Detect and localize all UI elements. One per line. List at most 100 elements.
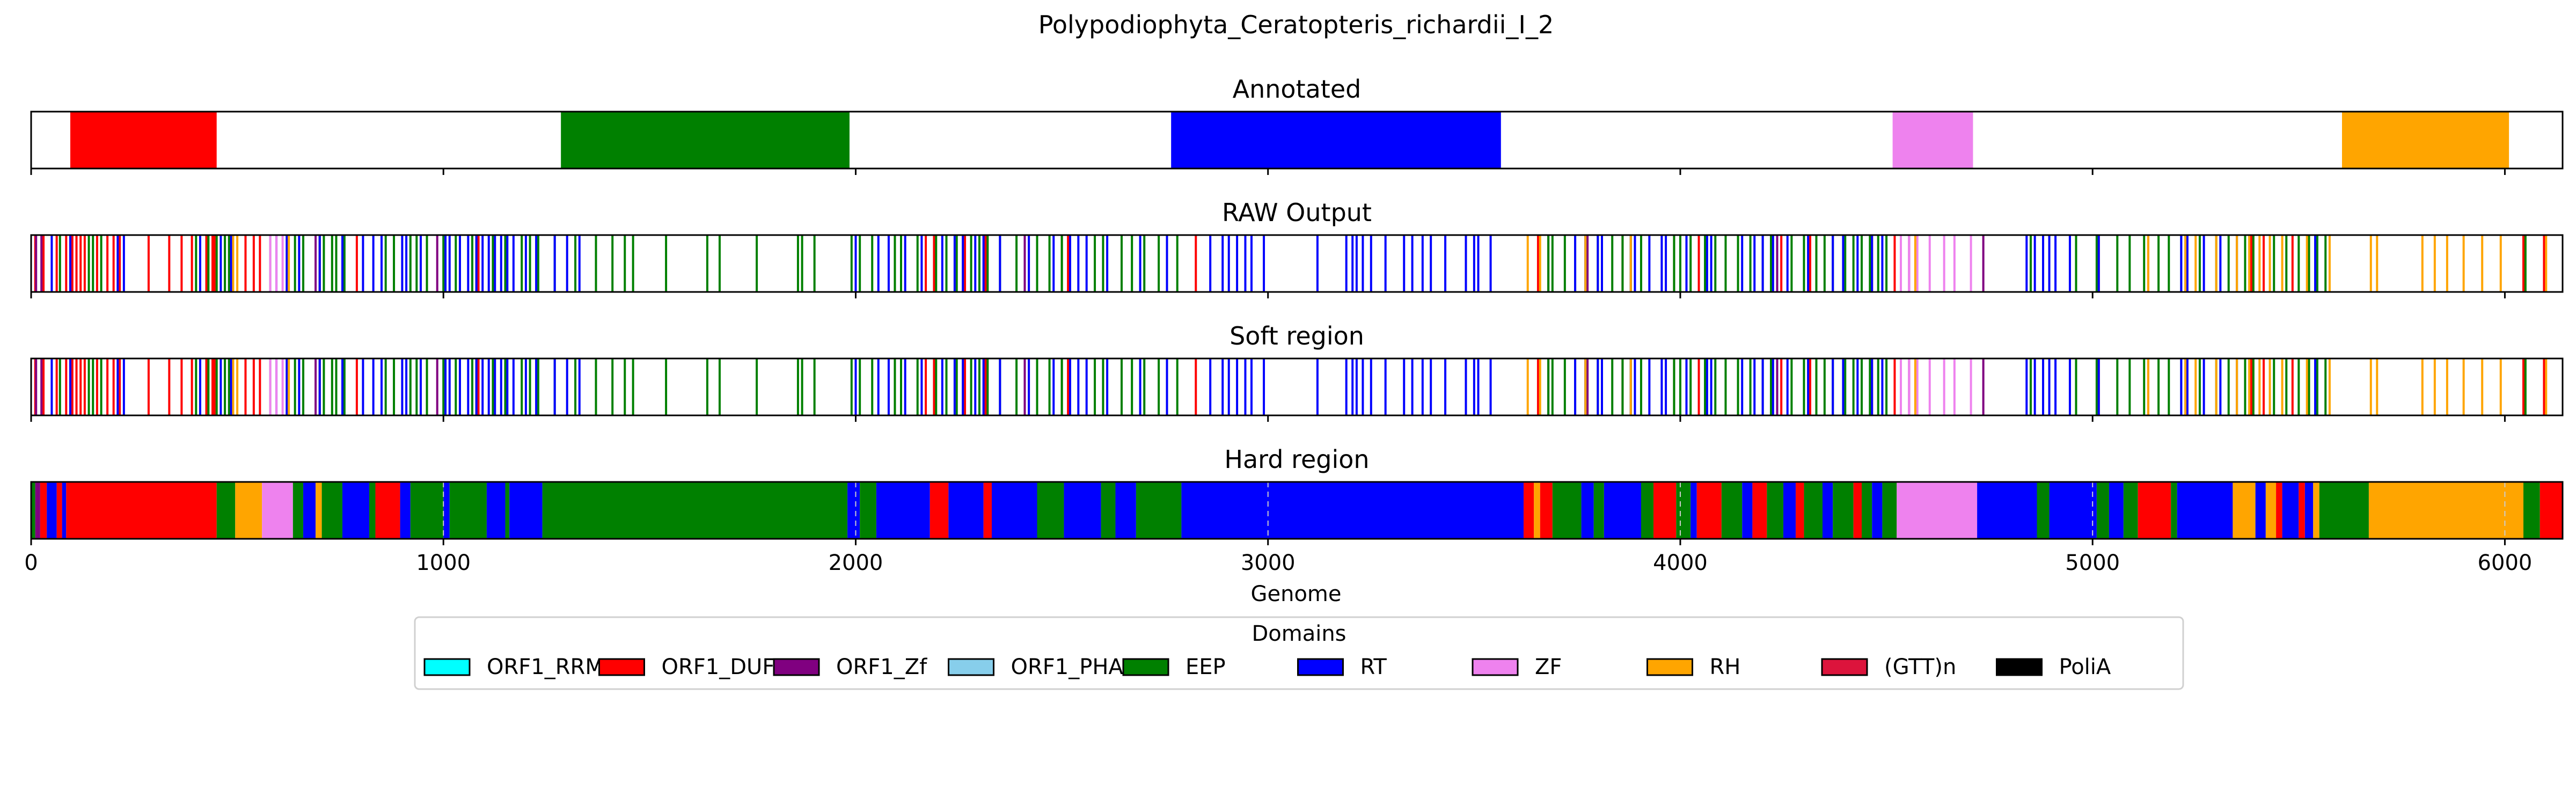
x-tick-label: 3000 — [1241, 551, 1296, 575]
legend-label: ORF1_PHA — [1011, 655, 1124, 679]
segment-RT — [486, 482, 506, 539]
segment-RT — [1783, 482, 1796, 539]
segment-EEP — [1767, 482, 1784, 539]
segment-EEP — [449, 482, 487, 539]
segment-ORF1_DUF — [2138, 482, 2171, 539]
segment-ORF1_DUF — [1653, 482, 1677, 539]
segment-ORF1_DUF — [2276, 482, 2282, 539]
legend-entry: RT — [1297, 655, 1387, 679]
x-tick-label: 0 — [24, 551, 38, 575]
segment-RT — [1823, 482, 1833, 539]
segment-ORF1_DUF — [40, 482, 47, 539]
segment-RH — [1534, 482, 1540, 539]
segment-RT — [509, 482, 543, 539]
segment-RT — [2282, 482, 2299, 539]
segment-ORF1_DUF — [1853, 482, 1862, 539]
legend-swatch — [1472, 658, 1519, 676]
segment-EEP — [292, 482, 304, 539]
x-axis: 0 1000 2000 3000 4000 5000 6000 — [24, 551, 2532, 575]
legend-swatch — [948, 658, 994, 676]
segment-RT — [2255, 482, 2266, 539]
segment-EEP — [1861, 482, 1872, 539]
legend-title: Domains — [1252, 621, 1346, 646]
segment-RT — [1181, 482, 1524, 539]
legend-swatch — [1297, 658, 1344, 676]
segment-ORF1_DUF — [56, 482, 62, 539]
segment-RT — [2177, 482, 2233, 539]
segment-EEP — [321, 482, 343, 539]
segment-EEP — [1593, 482, 1604, 539]
segment-ORF1_DUF — [375, 482, 400, 539]
legend-swatch — [1646, 658, 1693, 676]
segment-ORF1_DUF — [1524, 482, 1534, 539]
x-tick-label: 5000 — [2065, 551, 2120, 575]
segment-RT — [47, 482, 57, 539]
legend-frame — [414, 616, 2184, 690]
legend-swatch — [423, 658, 471, 676]
segment-EEP — [561, 112, 850, 169]
segment-RH — [2265, 482, 2277, 539]
legend-label: EEP — [1185, 655, 1226, 679]
segment-EEP — [2123, 482, 2138, 539]
segment-EEP — [542, 482, 848, 539]
segment-RT — [2109, 482, 2124, 539]
segment-EEP — [216, 482, 236, 539]
segment-EEP — [2319, 482, 2369, 539]
segment-EEP — [1833, 482, 1854, 539]
segment-EEP — [1882, 482, 1897, 539]
segment-EEP — [369, 482, 376, 539]
segment-EEP — [2096, 482, 2109, 539]
x-tick-label: 1000 — [416, 551, 471, 575]
segment-ORF1_DUF — [1696, 482, 1722, 539]
panel-raw-output: RAW Output — [30, 198, 2564, 298]
panel-title: RAW Output — [1222, 198, 1372, 227]
segment-ORF1_DUF — [66, 482, 217, 539]
panel-frame — [30, 111, 2564, 170]
segment-RT — [1690, 482, 1697, 539]
panel-frame — [30, 234, 2564, 293]
segment-EEP — [1101, 482, 1116, 539]
segment-ORF1_DUF — [2299, 482, 2305, 539]
legend-entry: ORF1_DUF — [598, 655, 774, 679]
legend-entry: ORF1_Zf — [773, 655, 927, 679]
segment-ORF1_DUF — [983, 482, 992, 539]
segment-RT — [1872, 482, 1883, 539]
legend-entry: (GTT)n — [1821, 655, 1956, 679]
segment-EEP — [1552, 482, 1582, 539]
panel-title: Hard region — [1224, 445, 1369, 474]
segment-RT — [847, 482, 860, 539]
segment-EEP — [410, 482, 444, 539]
legend-entry: ORF1_PHA — [948, 655, 1124, 679]
segment-RT — [1581, 482, 1594, 539]
legend-label: ORF1_Zf — [836, 655, 927, 679]
panel-title: Annotated — [1233, 75, 1362, 104]
legend-label: PoliA — [2059, 655, 2111, 679]
legend-label: (GTT)n — [1884, 655, 1956, 679]
panel-frame — [30, 481, 2564, 540]
legend-entry: ZF — [1472, 655, 1562, 679]
segment-EEP — [505, 482, 510, 539]
segment-EEP — [860, 482, 876, 539]
x-tick-label: 4000 — [1653, 551, 1708, 575]
segment-RT — [1977, 482, 2037, 539]
segment-ORF1_DUF — [2540, 482, 2563, 539]
panel-soft-region: Soft region — [30, 321, 2564, 422]
segment-EEP — [2037, 482, 2050, 539]
segment-EEP — [1037, 482, 1064, 539]
segment-RT — [443, 482, 450, 539]
panel-annotated: Annotated — [30, 75, 2564, 175]
legend-label: RH — [1710, 655, 1741, 679]
legend-swatch — [1996, 658, 2043, 676]
legend-swatch — [773, 658, 820, 676]
segment-EEP — [2523, 482, 2540, 539]
segment-RT — [303, 482, 316, 539]
segment-RH — [2368, 482, 2524, 539]
segment-EEP — [1136, 482, 1182, 539]
segment-RT — [2049, 482, 2097, 539]
segment-RH — [316, 482, 322, 539]
chart-title: Polypodiophyta_Ceratopteris_richardii_I_… — [1038, 10, 1554, 39]
legend-swatch — [1122, 658, 1169, 676]
segment-RT — [2304, 482, 2314, 539]
legend-swatch — [598, 658, 645, 676]
